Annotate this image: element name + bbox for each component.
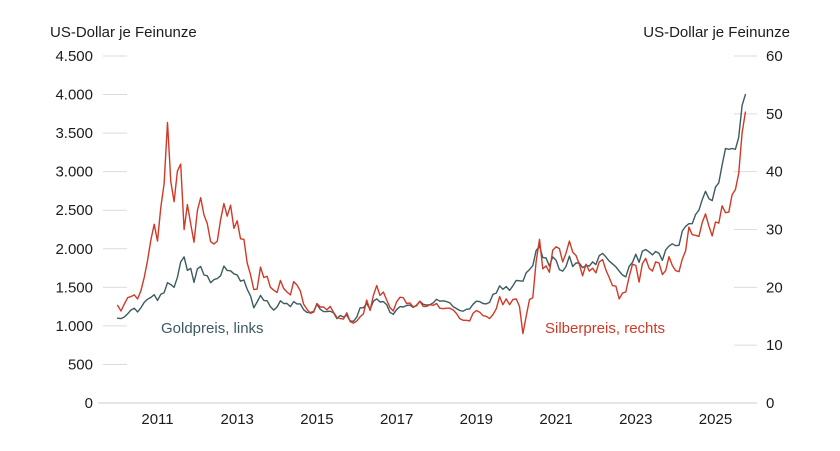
right-axis-title: US-Dollar je Feinunze bbox=[643, 24, 790, 41]
left-axis-label: 4.500 bbox=[55, 48, 93, 65]
left-axis-label: 2.000 bbox=[55, 241, 93, 258]
x-axis-label: 2019 bbox=[460, 411, 493, 428]
x-axis-label: 2021 bbox=[539, 411, 572, 428]
right-axis-label: 50 bbox=[766, 106, 783, 123]
left-axis-label: 0 bbox=[85, 395, 93, 412]
left-axis-label: 1.000 bbox=[55, 318, 93, 335]
right-axis-label: 30 bbox=[766, 222, 783, 239]
right-axis-label: 40 bbox=[766, 164, 783, 181]
x-axis-label: 2025 bbox=[699, 411, 732, 428]
left-axis-label: 3.000 bbox=[55, 164, 93, 181]
gold-line bbox=[116, 93, 747, 322]
left-axis-label: 2.500 bbox=[55, 202, 93, 219]
x-axis-label: 2013 bbox=[221, 411, 254, 428]
x-axis-label: 2015 bbox=[300, 411, 333, 428]
silver-legend-label: Silberpreis, rechts bbox=[545, 320, 666, 337]
left-axis-label: 500 bbox=[68, 356, 93, 373]
right-axis-label: 20 bbox=[766, 279, 783, 296]
left-axis-label: 1.500 bbox=[55, 279, 93, 296]
left-axis-title: US-Dollar je Feinunze bbox=[50, 24, 197, 41]
right-axis-label: 10 bbox=[766, 337, 783, 354]
right-axis-label: 60 bbox=[766, 48, 783, 65]
x-axis-label: 2011 bbox=[141, 411, 173, 428]
right-axis-label: 0 bbox=[766, 395, 774, 412]
left-axis-label: 4.000 bbox=[55, 87, 93, 104]
silver-line bbox=[116, 111, 747, 335]
x-axis-label: 2023 bbox=[619, 411, 652, 428]
left-axis-label: 3.500 bbox=[55, 125, 93, 142]
x-axis-label: 2017 bbox=[380, 411, 413, 428]
gold-legend-label: Goldpreis, links bbox=[161, 320, 264, 337]
